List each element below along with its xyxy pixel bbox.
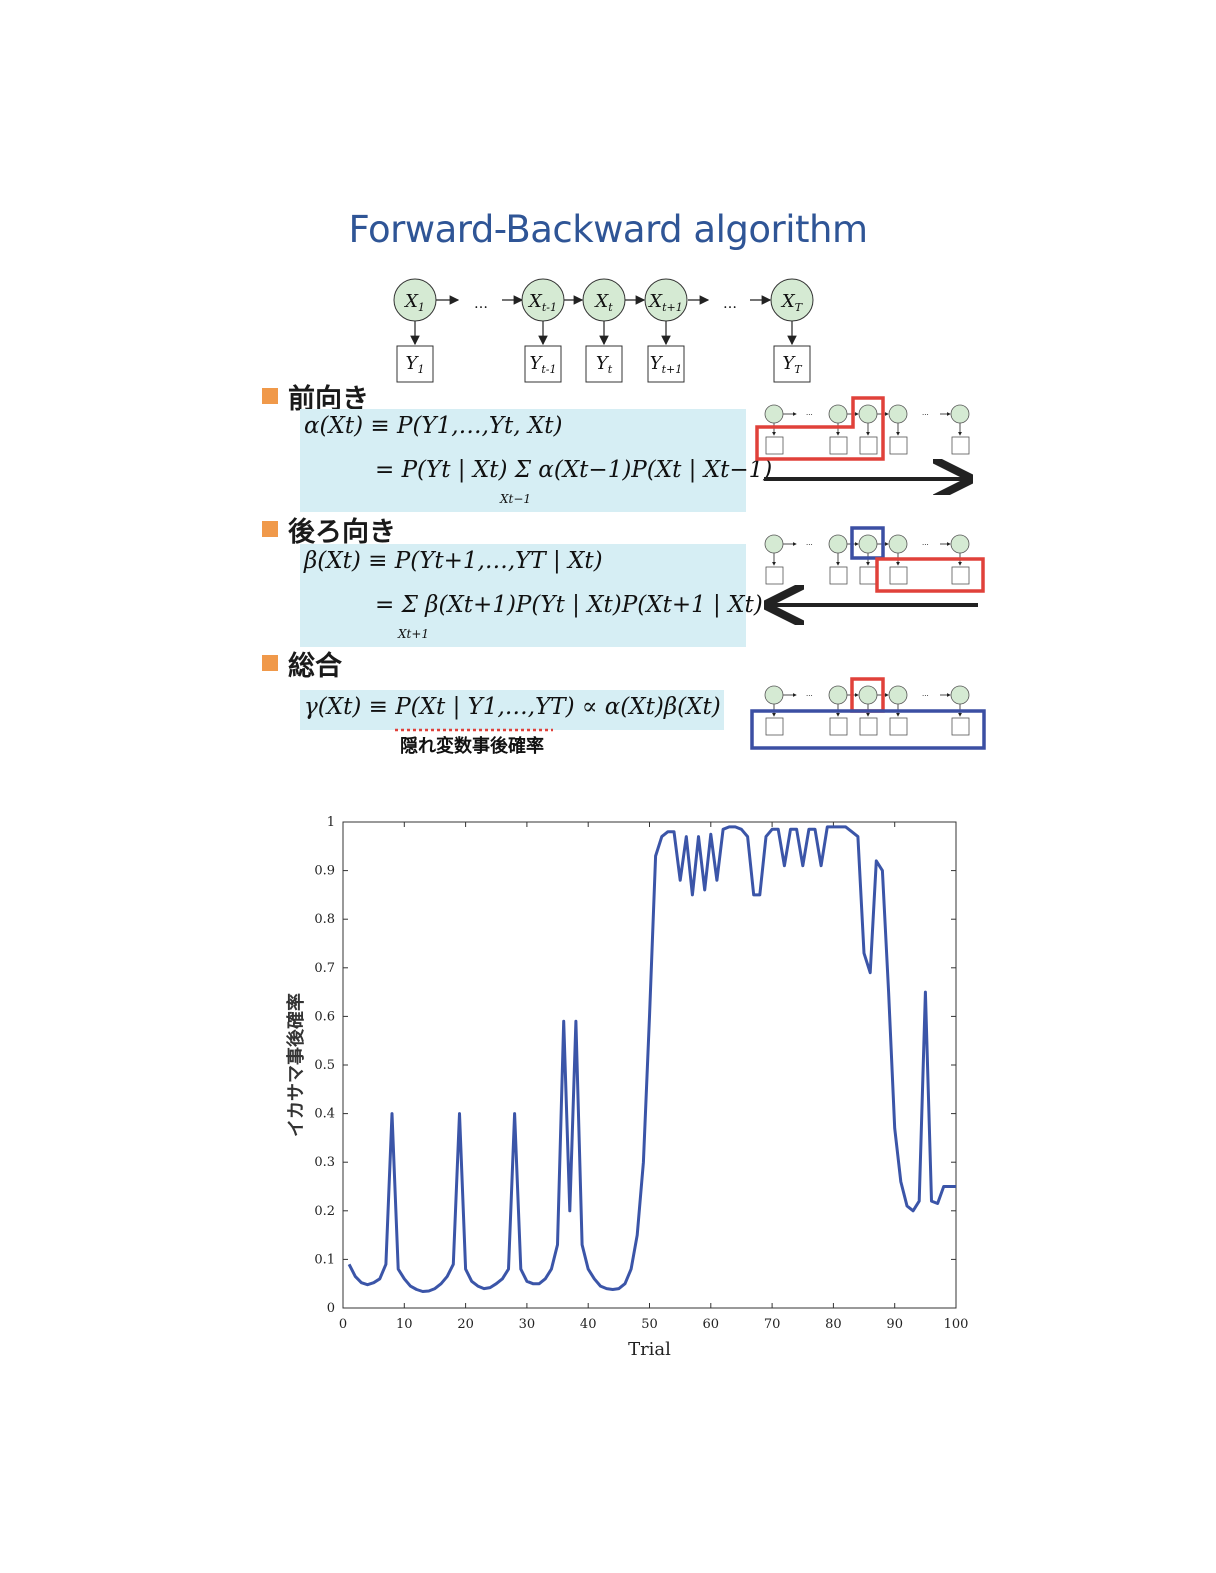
x-tick-label: 30 [519, 1317, 536, 1332]
observation-node [396, 345, 434, 383]
state-node [521, 278, 565, 322]
y-tick-label: 0.1 [314, 1252, 335, 1267]
backward-eq-line1: β(Xt) ≡ P(Yt+1,…,YT | Xt) [304, 548, 603, 574]
y-tick-label: 0.2 [314, 1204, 335, 1219]
equation-box-backward [300, 544, 746, 647]
mini-diagram-combined: ··· ··· [750, 677, 986, 750]
x-tick-label: 90 [886, 1317, 903, 1332]
y-tick-label: 1 [327, 815, 335, 830]
x-tick-label: 80 [825, 1317, 842, 1332]
svg-text:…: … [474, 296, 488, 312]
forward-eq-line2: = P(Yt | Xt) Σ α(Xt−1)P(Xt | Xt−1) [375, 457, 773, 483]
svg-text:···: ··· [922, 692, 929, 700]
y-tick-label: 0.9 [314, 864, 335, 879]
x-tick-label: 70 [764, 1317, 781, 1332]
backward-eq-line2: = Σ β(Xt+1)P(Yt | Xt)P(Xt+1 | Xt) [375, 592, 763, 618]
svg-text:···: ··· [806, 692, 813, 700]
slide-title: Forward-Backward algorithm [348, 208, 868, 251]
hmm-diagram: X1 … Xt-1 Xt Xt+1 … XT Y1 Yt-1 Yt Yt+1 Y… [393, 278, 814, 383]
y-tick-label: 0 [327, 1301, 335, 1316]
x-tick-label: 100 [944, 1317, 969, 1332]
x-axis-label: Trial [628, 1339, 671, 1360]
mini-diagram-backward: ··· ··· [750, 526, 985, 625]
plot-frame [342, 821, 957, 1309]
y-tick-label: 0.6 [314, 1009, 335, 1024]
svg-text:···: ··· [922, 541, 929, 549]
bullet-icon [262, 655, 278, 671]
x-tick-label: 0 [339, 1317, 347, 1332]
section-heading-backward: 後ろ向き [288, 517, 396, 548]
y-tick-label: 0.7 [314, 961, 335, 976]
y-tick-label: 0.5 [314, 1058, 335, 1073]
bullet-icon [262, 388, 278, 404]
combined-eq: γ(Xt) ≡ P(Xt | Y1,…,YT) ∝ α(Xt)β(Xt) [304, 694, 721, 720]
section-heading-combined: 総合 [288, 651, 342, 682]
state-node [770, 278, 814, 322]
posterior-line-chart: 0 10 20 30 40 50 60 70 80 90 100 0 0.1 0.2 0.3 0.4 0.5 0.… [285, 815, 969, 1360]
equation-box-forward [300, 409, 746, 512]
observation-node [773, 345, 811, 383]
forward-sum-index: Xt−1 [500, 492, 532, 506]
x-tick-label: 10 [396, 1317, 413, 1332]
observation-node [524, 345, 562, 383]
observation-node [647, 345, 685, 383]
mini-diagram-forward: ··· ··· [755, 396, 995, 495]
series-line [347, 825, 956, 1293]
observation-node [585, 345, 623, 383]
state-node [644, 278, 688, 322]
state-node [393, 278, 437, 322]
backward-sum-index: Xt+1 [398, 627, 430, 641]
svg-text:···: ··· [806, 541, 813, 549]
bullet-icon [262, 521, 278, 537]
svg-text:…: … [723, 296, 737, 312]
y-tick-label: 0.3 [314, 1155, 335, 1170]
forward-eq-line1: α(Xt) ≡ P(Y1,…,Yt, Xt) [304, 413, 563, 439]
svg-text:···: ··· [806, 411, 813, 419]
svg-text:···: ··· [922, 411, 929, 419]
y-tick-label: 0.8 [314, 912, 335, 927]
y-axis-label: イカサマ事後確率 [285, 993, 307, 1137]
dotted-underline [395, 728, 553, 732]
state-node [582, 278, 626, 322]
x-tick-label: 20 [457, 1317, 474, 1332]
x-tick-label: 50 [641, 1317, 658, 1332]
x-tick-label: 40 [580, 1317, 597, 1332]
x-tick-label: 60 [703, 1317, 720, 1332]
annotation-posterior: 隠れ変数事後確率 [400, 736, 544, 757]
y-tick-label: 0.4 [314, 1107, 335, 1122]
equation-box-combined [300, 690, 724, 730]
